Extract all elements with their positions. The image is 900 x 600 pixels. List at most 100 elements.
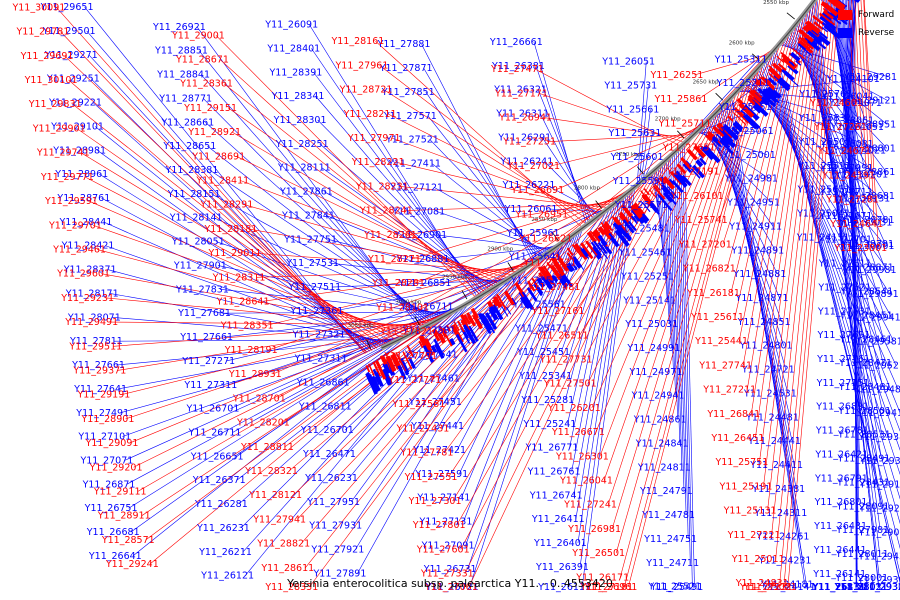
forward-feature <box>805 20 821 34</box>
reverse-gene-label: Y11_28091 <box>836 501 890 512</box>
reverse-connector <box>794 22 885 316</box>
forward-connector <box>767 0 826 511</box>
forward-gene-label: Y11_28331 <box>264 582 318 593</box>
reverse-gene-label: Y11_26221 <box>502 180 556 191</box>
forward-gene-label: Y11_27961 <box>335 60 389 71</box>
reverse-feature <box>534 284 543 297</box>
reverse-feature <box>633 215 640 222</box>
reverse-gene-label: Y11_26121 <box>200 571 254 582</box>
reverse-gene-label: Y11_27101 <box>77 432 131 443</box>
forward-feature <box>632 202 645 216</box>
forward-connector <box>56 7 366 354</box>
forward-connector <box>96 249 410 333</box>
forward-gene-label: Y11_28241 <box>359 206 413 217</box>
reverse-gene-label: Y11_27701 <box>818 235 872 246</box>
reverse-gene-label: Y11_25311 <box>714 54 768 65</box>
reverse-gene-label: Y11_27811 <box>69 336 123 347</box>
reverse-gene-label: Y11_24841 <box>635 438 689 449</box>
reverse-connector <box>323 191 494 287</box>
reverse-feature <box>667 186 679 199</box>
reverse-gene-label: Y11_26751 <box>84 503 138 514</box>
forward-feature <box>543 270 553 282</box>
reverse-connector <box>577 187 632 544</box>
kbp-label: 2650 kbp <box>693 79 719 85</box>
forward-feature <box>597 226 607 236</box>
reverse-gene-label: Y11_25031 <box>624 319 678 330</box>
reverse-gene-label: Y11_27851 <box>381 87 435 98</box>
reverse-gene-label: Y11_26291 <box>497 132 551 143</box>
reverse-connector <box>672 151 683 468</box>
reverse-gene-label: Y11_28251 <box>275 139 329 150</box>
reverse-feature <box>576 259 584 270</box>
reverse-connector <box>328 239 498 284</box>
reverse-feature <box>630 215 638 225</box>
reverse-gene-label: Y11_28441 <box>59 217 113 228</box>
reverse-gene-label: Y11_27581 <box>402 326 456 337</box>
reverse-gene-label: Y11_26051 <box>601 57 655 68</box>
forward-feature <box>437 332 446 344</box>
forward-gene-label: Y11_26691 <box>510 185 564 196</box>
kbp-tick <box>414 315 420 326</box>
reverse-gene-label: Y11_27591 <box>414 469 468 480</box>
reverse-gene-label: Y11_28001 <box>834 573 888 584</box>
forward-gene-label: Y11_29701 <box>48 220 102 231</box>
reverse-connector <box>211 193 437 319</box>
forward-gene-label: Y11_28201 <box>236 418 290 429</box>
reverse-gene-label: Y11_26711 <box>400 302 454 313</box>
forward-feature <box>537 266 549 281</box>
forward-gene-label: Y11_29241 <box>105 559 159 570</box>
forward-gene-label: Y11_24601 <box>809 98 863 109</box>
reverse-gene-label: Y11_27071 <box>79 456 133 467</box>
reverse-connector <box>756 66 899 390</box>
forward-connector <box>68 79 377 349</box>
reverse-gene-label: Y11_28681 <box>841 191 895 202</box>
forward-connector <box>787 0 840 588</box>
reverse-gene-label: Y11_26791 <box>814 473 868 484</box>
reverse-gene-label: Y11_29331 <box>859 456 900 467</box>
forward-connector <box>702 46 775 124</box>
forward-feature <box>438 325 447 338</box>
reverse-gene-label: Y11_29221 <box>48 98 102 109</box>
reverse-connector <box>544 161 597 216</box>
reverse-gene-label: Y11_24851 <box>737 317 791 328</box>
reverse-connector <box>456 234 571 451</box>
reverse-gene-label: Y11_28111 <box>277 163 331 174</box>
reverse-gene-label: Y11_28081 <box>820 139 874 150</box>
forward-gene-label: Y11_26841 <box>706 409 760 420</box>
forward-connector <box>301 235 569 544</box>
forward-connector <box>296 238 565 520</box>
kbp-label: 2700 kbp <box>655 117 681 123</box>
reverse-gene-label: Y11_28451 <box>839 310 893 321</box>
reverse-connector <box>641 109 651 179</box>
forward-gene-label: Y11_28281 <box>371 278 425 289</box>
reverse-gene-label: Y11_27711 <box>819 187 873 198</box>
reverse-connector <box>661 160 672 349</box>
forward-connector <box>248 228 512 275</box>
reverse-connector <box>774 45 900 585</box>
forward-connector <box>105 297 420 328</box>
reverse-gene-label: Y11_24811 <box>637 462 691 473</box>
reverse-gene-label: Y11_24381 <box>751 484 805 495</box>
reverse-feature <box>695 159 704 168</box>
reverse-feature <box>752 100 769 117</box>
reverse-feature <box>593 240 602 251</box>
reverse-connector <box>686 59 759 139</box>
reverse-feature <box>386 361 394 374</box>
forward-gene-label: Y11_28161 <box>330 36 384 47</box>
reverse-gene-label: Y11_25281 <box>520 395 574 406</box>
forward-feature <box>372 361 381 377</box>
reverse-gene-label: Y11_29501 <box>42 26 96 37</box>
forward-gene-label: Y11_24831 <box>735 578 789 589</box>
reverse-gene-label: Y11_25661 <box>605 104 659 115</box>
kbp-label: 2550 kbp <box>763 0 789 6</box>
reverse-gene-label: Y11_27931 <box>308 521 362 532</box>
reverse-gene-label: Y11_29251 <box>46 74 100 85</box>
reverse-gene-label: Y11_26061 <box>504 204 558 215</box>
reverse-feature <box>520 296 531 310</box>
reverse-gene-label: Y11_28021 <box>834 582 888 593</box>
reverse-gene-label: Y11_29271 <box>44 50 98 61</box>
reverse-gene-label: Y11_24801 <box>739 341 793 352</box>
reverse-gene-label: Y11_24411 <box>749 460 803 471</box>
reverse-feature <box>477 312 485 321</box>
reverse-feature <box>804 36 819 49</box>
